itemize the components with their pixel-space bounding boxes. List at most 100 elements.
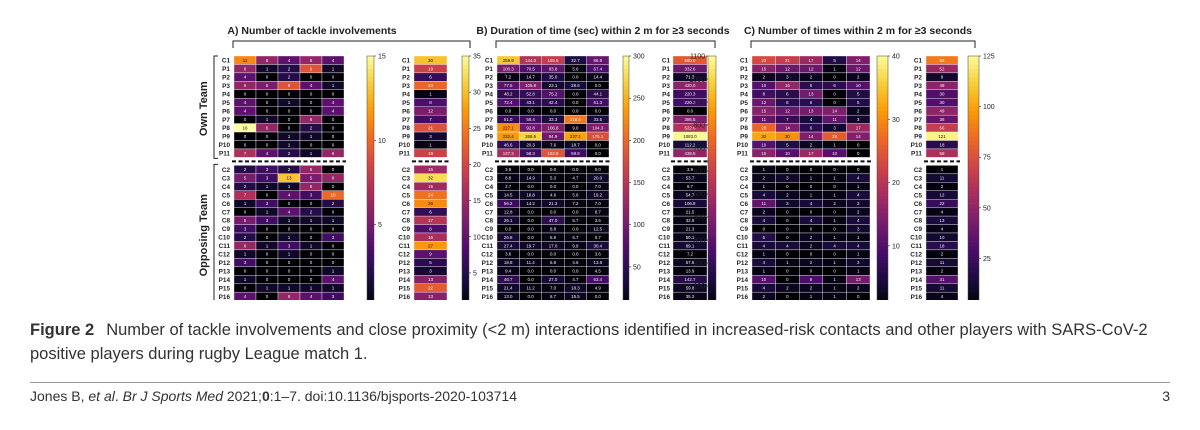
panel-b-total-row-label: C11 xyxy=(659,243,671,250)
panel-b-cell-label: 75.2 xyxy=(549,92,558,97)
panel-c-row-label: P11 xyxy=(737,151,748,158)
panel-a-cell-label: 0 xyxy=(332,125,335,130)
panel-c-cell-label: 30 xyxy=(785,134,790,139)
panel-c-cell-label: 2 xyxy=(786,193,789,198)
panel-a-row-label: C4 xyxy=(222,184,231,191)
panel-b-cell-label: 28.6 xyxy=(571,83,580,88)
panel-a-row-label: P9 xyxy=(222,134,230,141)
panel-c-row-label: C5 xyxy=(740,192,749,199)
panel-c-total-row-label: P4 xyxy=(914,91,922,98)
panel-c-cell-label: 14 xyxy=(785,125,790,130)
panel-b-cell-label: 6.8 xyxy=(550,260,557,265)
panel-a-row-label: C2 xyxy=(222,167,231,174)
panel-a-cell-label: 2 xyxy=(332,201,335,206)
panel-a-cell-label: 1 xyxy=(288,184,291,189)
panel-b-cell-label: 0.0 xyxy=(572,209,579,214)
panel-a-total-cell-label: 30 xyxy=(428,58,434,63)
panel-b-row-label: P4 xyxy=(485,91,493,98)
panel-b-cell-label: 72.4 xyxy=(504,100,513,105)
panel-a-cell-label: 0 xyxy=(288,109,291,114)
panel-b-cell-label: 0.0 xyxy=(528,209,535,214)
panel-a-total-cell-label: 23 xyxy=(428,83,434,88)
panel-c-cell-label: 2 xyxy=(786,286,789,291)
panel-b-total-cell-label: 522.6 xyxy=(685,125,697,130)
panel-c-cell-label: 14 xyxy=(856,134,861,139)
panel-b-cell-label: 46.6 xyxy=(504,142,513,147)
panel-c-row-label: C8 xyxy=(740,218,749,225)
panel-a-main-colorbar-tick: 10 xyxy=(378,138,386,145)
panel-b-total-cell-label: 438.5 xyxy=(685,151,697,156)
panel-a-main-colorbar-tick: 5 xyxy=(378,222,382,229)
panel-a-row-label: P6 xyxy=(222,108,230,115)
panel-b-cell-label: 9.9 xyxy=(572,243,579,248)
panel-c-cell-label: 3 xyxy=(857,117,860,122)
panel-c-total-cell-label: 18 xyxy=(940,243,945,248)
panel-c-cell-label: 0 xyxy=(786,167,789,172)
panel-c-total-cell-label: 36 xyxy=(940,117,945,122)
panel-a-row-label: P3 xyxy=(222,83,230,90)
panel-c-cell-label: 0 xyxy=(810,226,813,231)
panel-b-cell-label: 26.1 xyxy=(504,218,513,223)
panel-a-cell-label: 1 xyxy=(288,286,291,291)
panel-b-row-label: C1 xyxy=(485,58,494,65)
panel-b-cell-label: 5.7 xyxy=(572,218,579,223)
panel-a-main-colorbar: 051015 xyxy=(366,54,386,300)
panel-a-cell-label: 0 xyxy=(332,252,335,257)
panel-b-cell-label: 2.7 xyxy=(505,184,512,189)
panel-b-cell-label: 14.4 xyxy=(594,75,603,80)
panel-c-cell-label: 3 xyxy=(857,260,860,265)
panel-a-total-cell-label: 6 xyxy=(429,209,432,214)
panel-a-total-row-label: P6 xyxy=(402,108,410,115)
panel-b-row-label: P10 xyxy=(482,142,494,149)
panel-a-total-cell-label: 26 xyxy=(428,201,434,206)
panel-c-row-label: P4 xyxy=(740,91,748,98)
panel-a-cell-label: 3 xyxy=(266,167,269,172)
citation-etal: et al xyxy=(88,388,115,404)
panel-b-cell-label: 27.0 xyxy=(549,277,558,282)
panel-a-cell-label: 0 xyxy=(244,286,247,291)
panel-a-cell-label: 6 xyxy=(332,176,335,181)
panel-c-cell-label: 0 xyxy=(833,184,836,189)
panel-a-total-cell-label: 12 xyxy=(428,109,434,114)
panel-b-cell-label: 44.1 xyxy=(594,92,603,97)
panel-a-total-cell-label: 16 xyxy=(428,235,434,240)
figure-caption-text: Number of tackle involvements and close … xyxy=(30,321,1148,363)
panel-b-total-cell-label: 54.7 xyxy=(686,193,695,198)
panel-a-total-cell-label: 3 xyxy=(429,134,432,139)
figure-label: Figure 2 xyxy=(30,321,95,339)
panel-a-cell-label: 6 xyxy=(310,58,313,63)
panel-a-cell-label: 1 xyxy=(288,218,291,223)
panel-a-row-label: C1 xyxy=(222,58,231,65)
panel-c-total-row-label: P11 xyxy=(911,151,922,158)
panel-b-cell-label: 0.0 xyxy=(528,184,535,189)
panel-c-total-cell-label: 11 xyxy=(940,260,945,265)
panel-a-row-label: C7 xyxy=(222,209,231,216)
panel-a-row-label: C10 xyxy=(218,235,230,242)
panel-b-total-row-label: P10 xyxy=(659,142,671,149)
panel-c-cell-label: 1 xyxy=(763,269,766,274)
panel-a-cell-label: 1 xyxy=(332,218,335,223)
panel-c-cell-label: 1 xyxy=(857,184,860,189)
panel-b-row-label: P13 xyxy=(482,268,494,275)
panel-a-cell-label: 0 xyxy=(310,75,313,80)
panel-a-cell-label: 0 xyxy=(332,117,335,122)
panel-b-title-bracket xyxy=(495,40,716,48)
panel-b-cell-label: 0.0 xyxy=(572,92,579,97)
panel-b-cell-label: 32.7 xyxy=(571,58,580,63)
panel-c-row-label: P5 xyxy=(740,100,748,107)
panel-a-cell-label: 0 xyxy=(332,243,335,248)
panel-c-cell-label: 4 xyxy=(857,218,860,223)
panel-b-cell-label: 105.8 xyxy=(525,83,537,88)
panel-b-total-cell-label: 21.5 xyxy=(686,209,695,214)
panel-b-total-colorbar-tick: 900 xyxy=(693,100,705,107)
panel-a-total-cell-label: 19 xyxy=(428,66,434,71)
panel-a-cell-label: 2 xyxy=(310,125,313,130)
panel-c-total-cell-label: 11 xyxy=(940,286,945,291)
panel-c-cell-label: 3 xyxy=(786,201,789,206)
panel-c-title: C) Number of times within 2 m for ≥3 sec… xyxy=(744,25,972,37)
panel-a-total-row-label: C8 xyxy=(402,218,411,225)
panel-c-row-label: C3 xyxy=(740,175,749,182)
panel-b-cell-label: 4.6 xyxy=(572,260,579,265)
panel-a-cell-label: 1 xyxy=(244,201,247,206)
panel-b-total-cell-label: 35.2 xyxy=(686,294,695,299)
